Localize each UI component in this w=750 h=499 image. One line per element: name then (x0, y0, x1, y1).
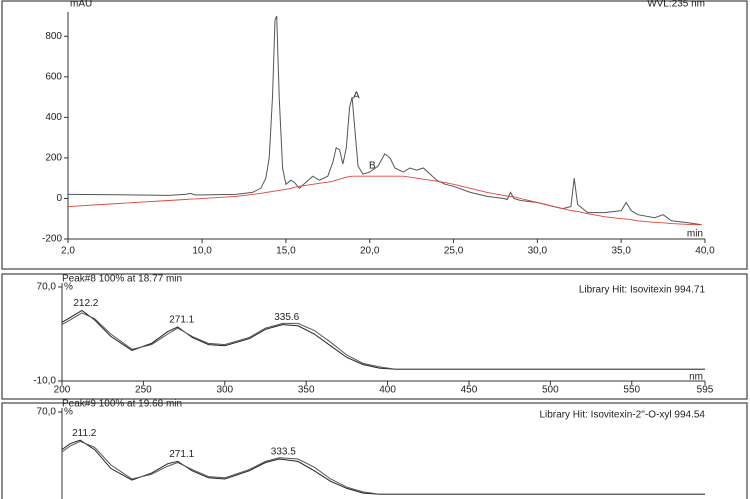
x-tick-label: 15,0 (276, 246, 296, 257)
y-tick-label: -10,0 (33, 376, 56, 387)
x-tick-label: 300 (216, 385, 233, 396)
series-line (61, 439, 705, 495)
panel-frame (1, 0, 748, 270)
x-tick-label: 30,0 (528, 246, 548, 257)
x-tick-label: 40,0 (695, 246, 715, 257)
x-axis-label: min (687, 229, 703, 240)
y-tick-label: 400 (45, 112, 62, 123)
series-line (61, 309, 705, 370)
panel-frame (1, 273, 748, 400)
panel-frame (1, 402, 748, 499)
x-tick-label: 350 (298, 385, 315, 396)
x-tick-label: 250 (135, 385, 152, 396)
series-line (61, 440, 705, 495)
y-tick-label: 70,0 (37, 282, 57, 293)
y-axis-label: % (64, 282, 73, 293)
peak-label: 271.1 (169, 449, 194, 460)
panel-title: Peak#8 100% at 18.77 min (62, 274, 182, 285)
y-tick-label: 0 (56, 193, 62, 204)
x-tick-label: 2,0 (61, 246, 75, 257)
y-tick-label: 200 (45, 153, 62, 164)
peak-label: 211.2 (72, 428, 97, 439)
peak-label: 333.5 (271, 447, 296, 458)
annotation: A (353, 91, 360, 102)
x-tick-label: 400 (379, 385, 396, 396)
x-tick-label: 20,0 (360, 246, 380, 257)
x-axis-label: nm (689, 372, 703, 383)
series-line (67, 15, 702, 226)
x-tick-label: 200 (54, 385, 71, 396)
x-tick-label: 550 (623, 385, 640, 396)
y-tick-label: 600 (45, 71, 62, 82)
x-tick-label: 500 (542, 385, 559, 396)
y-axis-label: mAU (70, 0, 92, 10)
peak-label: 271.1 (169, 315, 194, 326)
annotation: B (369, 161, 376, 172)
peak-label: 212.2 (73, 298, 98, 309)
y-axis-label: % (64, 407, 73, 418)
series-line (67, 175, 702, 226)
x-tick-label: 35,0 (611, 246, 631, 257)
panel-note: Library Hit: Isovitexin 994.71 (579, 285, 706, 296)
panel-note: WVL:235 nm (647, 0, 705, 10)
peak-label: 335.6 (274, 312, 299, 323)
x-tick-label: 595 (697, 385, 714, 396)
y-tick-label: 70,0 (37, 407, 57, 418)
x-tick-label: 10,0 (192, 246, 212, 257)
series-line (61, 312, 705, 370)
x-tick-label: 25,0 (444, 246, 464, 257)
y-tick-label: -200 (42, 234, 62, 245)
panel-note: Library Hit: Isovitexin-2''-O-xyl 994.54 (539, 410, 705, 421)
x-tick-label: 450 (461, 385, 478, 396)
y-tick-label: 800 (45, 31, 62, 42)
panel-title: Peak#9 100% at 19.68 min (62, 399, 182, 410)
